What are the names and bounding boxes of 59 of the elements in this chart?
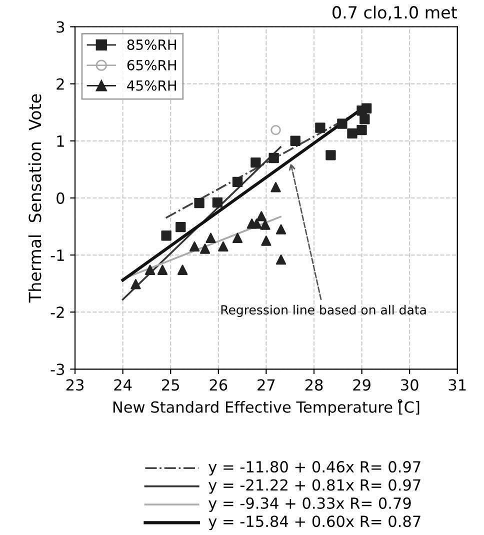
point [256,211,267,222]
point [337,118,348,129]
point [232,176,243,188]
point [260,220,270,230]
legend-label: 85%RH [127,39,176,50]
point [261,236,272,246]
point [194,198,204,208]
annotation: Regression line based on all data [221,304,426,317]
x-tick-label: 24 [114,379,132,390]
point [361,103,372,114]
text: y = -21.22 + 0.81x R= 0.97 [208,479,420,494]
point [326,150,336,160]
point [130,279,141,290]
point [232,232,243,243]
x-tick-label: 30 [401,379,418,391]
point [218,241,228,252]
point [347,128,358,139]
legend-label: 65%RH [127,60,176,70]
point [177,264,188,275]
point [268,152,279,164]
point [276,224,286,234]
y-tick-label: 3 [56,21,64,33]
point [276,254,286,265]
x-tick-label: 29 [353,379,370,391]
y-tick-label: -3 [50,364,64,376]
text: y = -15.84 + 0.60x R= 0.87 [208,516,420,530]
x-tick-label: 31 [448,379,466,391]
point [360,114,370,124]
point [161,230,172,241]
point [206,232,216,243]
x-tick-label: 27 [258,379,275,390]
x-tick-label: 26 [210,379,228,391]
x-tick-label: 28 [305,379,323,391]
x-tick-label: 23 [66,379,84,391]
point [189,241,200,252]
point [270,182,281,192]
y-tick-label: 1 [57,136,64,147]
y-tick-label: -2 [50,306,64,318]
point [176,222,186,232]
y-tick-label: -1 [50,250,64,261]
point [290,136,300,146]
chart-title: 0.7 clo,1.0 met [332,6,457,20]
text: y = -9.34 + 0.33x R= 0.79 [208,497,411,512]
point [200,244,210,254]
x-tick-label: 25 [162,379,179,391]
y-tick-label: 2 [56,78,64,90]
text: y = -11.80 + 0.46x R= 0.97 [208,461,420,476]
point [252,218,262,229]
x-axis-title: New Standard Effective Temperature [̊C] [113,399,420,416]
point [250,157,261,168]
point [270,124,281,136]
point [212,197,223,208]
point [157,264,168,275]
point [356,124,367,136]
y-axis-title: Thermal Sensation Vote [28,94,42,303]
point [315,122,326,133]
point [144,264,156,275]
legend-label: 45%RH [127,80,176,91]
y-tick-label: 0 [56,192,64,204]
